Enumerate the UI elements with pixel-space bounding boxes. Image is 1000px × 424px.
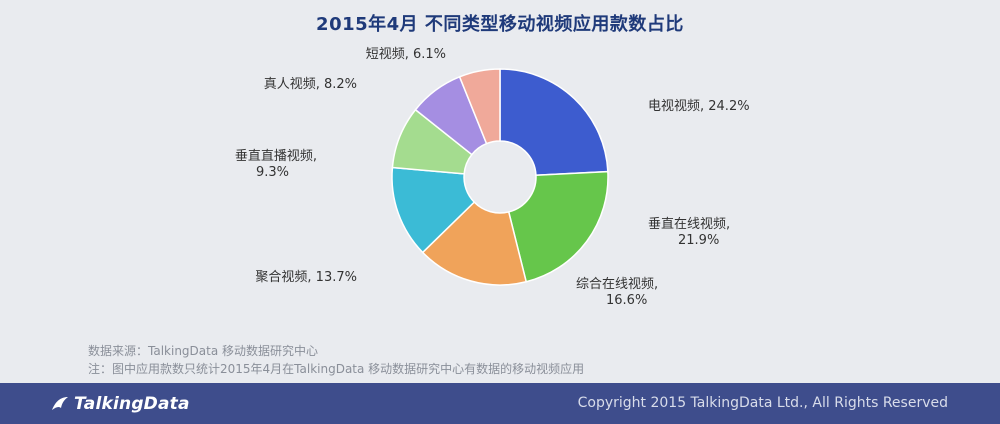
logo-bird-icon [52,397,68,410]
slice-label-5: 垂直直播视频, 9.3% [235,149,317,180]
donut-chart: 电视视频, 24.2% 垂直在线视频, 21.9% 综合在线视频, 16.6% 聚合视频,… [235,47,750,308]
footer-bar: TalkingData Copyright 2015 TalkingData L… [0,383,1000,424]
source-line: 数据来源：TalkingData 移动数据研究中心 [88,344,319,358]
slice-7 [458,68,501,145]
slice-label-2: 垂直在线视频, 21.9% [648,217,730,248]
slice-2 [507,170,609,283]
slice-label-3: 综合在线视频, 16.6% [576,277,658,308]
slice-label-6: 真人视频, 8.2% [264,77,357,92]
note-line: 注：图中应用款数只统计2015年4月在TalkingData 移动数据研究中心有… [88,362,585,376]
slice-1 [499,68,609,176]
slice-label-1: 电视视频, 24.2% [648,99,750,114]
logo-text: TalkingData [74,394,190,414]
slice-label-7: 短视频, 6.1% [366,47,446,62]
copyright-text: Copyright 2015 TalkingData Ltd., All Rig… [577,395,948,411]
chart-title: 2015年4月 不同类型移动视频应用款数占比 [316,14,684,35]
slice-label-4: 聚合视频, 13.7% [255,270,357,285]
talkingdata-logo[interactable]: TalkingData [50,393,190,415]
source-notes: 数据来源：TalkingData 移动数据研究中心 注：图中应用款数只统计201… [88,342,584,378]
slice-3 [421,201,528,286]
